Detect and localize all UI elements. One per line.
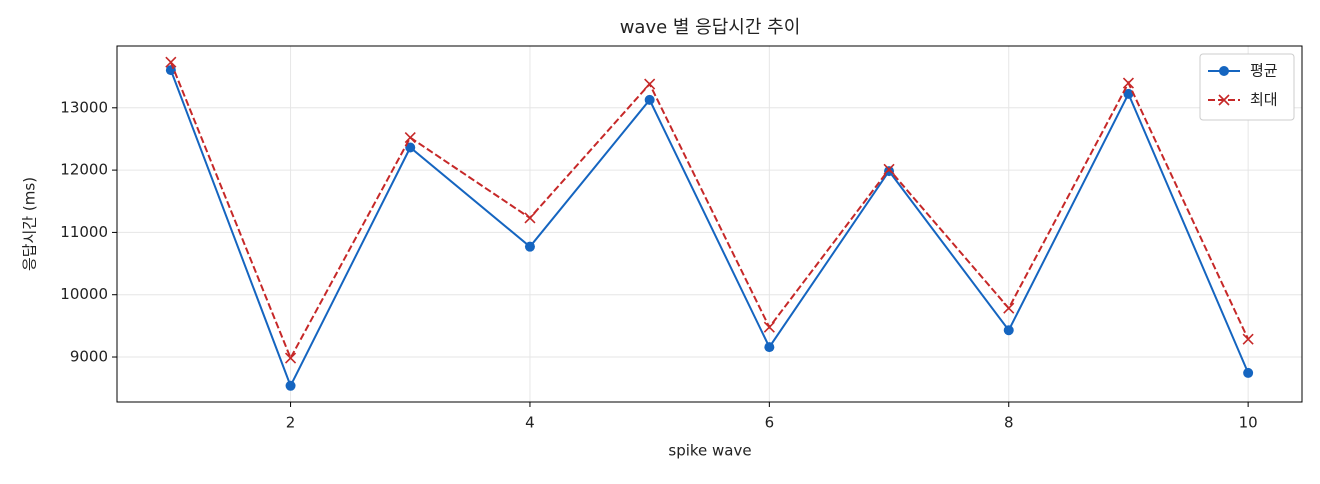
point xyxy=(1122,77,1135,89)
point xyxy=(1123,88,1134,99)
point xyxy=(404,132,416,144)
point xyxy=(764,342,775,353)
point xyxy=(1242,333,1254,345)
series-line xyxy=(169,61,1250,361)
point xyxy=(524,241,535,252)
point xyxy=(1003,325,1014,336)
y-tick-label: 9000 xyxy=(70,348,108,366)
x-tick-label: 4 xyxy=(525,414,535,432)
point xyxy=(165,56,177,68)
x-tick-label: 10 xyxy=(1239,414,1258,432)
x-tick-label: 8 xyxy=(1004,414,1014,432)
point xyxy=(763,321,775,333)
y-tick-label: 12000 xyxy=(60,161,108,179)
point xyxy=(284,352,297,364)
legend-marker xyxy=(1219,66,1229,76)
legend-label: 평균 xyxy=(1250,62,1278,80)
point xyxy=(644,78,656,90)
x-axis-label: spike wave xyxy=(668,442,751,460)
y-tick-label: 10000 xyxy=(60,285,108,303)
legend-box xyxy=(1199,53,1295,121)
point xyxy=(285,380,296,391)
x-tick-label: 6 xyxy=(765,414,775,432)
point xyxy=(405,142,416,153)
point xyxy=(524,212,536,224)
y-tick-label: 13000 xyxy=(60,98,108,116)
x-tick-label: 2 xyxy=(286,414,296,432)
y-tick-label: 11000 xyxy=(60,223,108,241)
legend-marker xyxy=(1218,94,1230,106)
point xyxy=(883,163,895,175)
series-line xyxy=(169,69,1250,389)
point xyxy=(1003,302,1015,314)
point xyxy=(644,94,655,105)
chart-title: wave 별 응답시간 추이 xyxy=(620,17,801,38)
y-axis-label: 응답시간 (ms) xyxy=(21,177,39,271)
point xyxy=(884,166,895,177)
legend-label: 최대 xyxy=(1250,91,1278,109)
plot-frame xyxy=(116,45,1303,403)
point xyxy=(1243,367,1254,378)
